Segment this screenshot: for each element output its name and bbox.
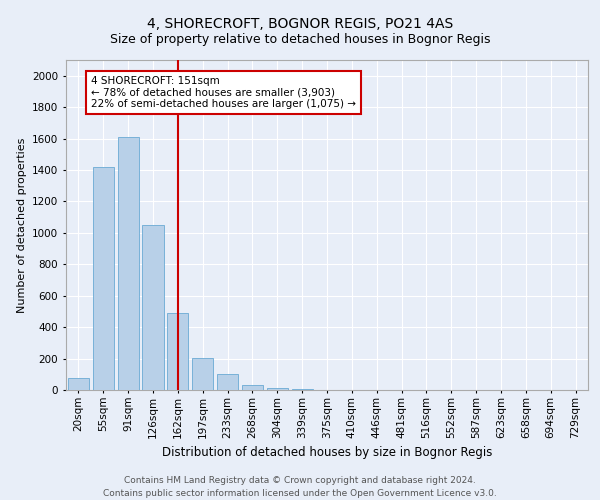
Bar [118, 137, 139, 390]
Bar [93, 167, 114, 390]
Text: Contains HM Land Registry data © Crown copyright and database right 2024.
Contai: Contains HM Land Registry data © Crown c… [103, 476, 497, 498]
Bar [242, 386, 263, 390]
X-axis label: Distribution of detached houses by size in Bognor Regis: Distribution of detached houses by size … [162, 446, 492, 459]
Text: 4 SHORECROFT: 151sqm
← 78% of detached houses are smaller (3,903)
22% of semi-de: 4 SHORECROFT: 151sqm ← 78% of detached h… [91, 76, 356, 109]
Y-axis label: Number of detached properties: Number of detached properties [17, 138, 26, 312]
Bar [68, 378, 89, 390]
Bar [292, 389, 313, 390]
Bar [142, 225, 164, 390]
Bar [267, 388, 288, 390]
Text: Size of property relative to detached houses in Bognor Regis: Size of property relative to detached ho… [110, 32, 490, 46]
Text: 4, SHORECROFT, BOGNOR REGIS, PO21 4AS: 4, SHORECROFT, BOGNOR REGIS, PO21 4AS [147, 18, 453, 32]
Bar [192, 358, 213, 390]
Bar [217, 374, 238, 390]
Bar [167, 313, 188, 390]
